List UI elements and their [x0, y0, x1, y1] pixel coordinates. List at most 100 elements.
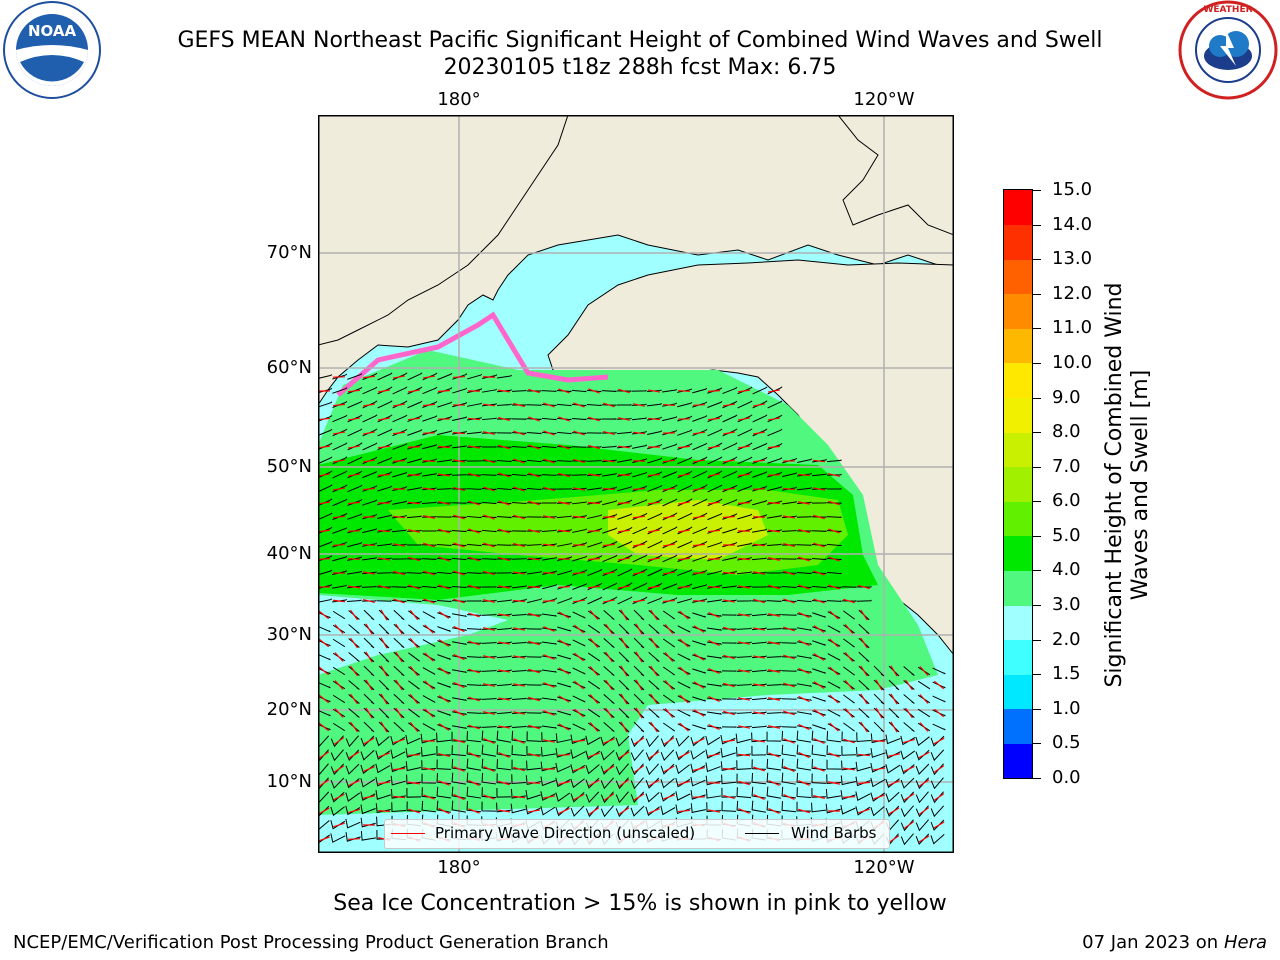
wind-barb: [481, 697, 497, 700]
wind-barb: [392, 514, 407, 519]
wind-barb: [407, 414, 423, 423]
wind-barb: [736, 725, 752, 728]
colorbar-tick-label: 6.0: [1052, 490, 1081, 512]
wind-barb: [796, 501, 812, 505]
wave-direction-arrow: [798, 556, 810, 562]
wind-barb: [466, 614, 482, 616]
wind-barb: [900, 791, 915, 804]
wind-barb: [721, 670, 737, 672]
wind-barb: [751, 586, 767, 588]
wind-barb: [630, 805, 645, 817]
wind-barb: [873, 721, 885, 733]
wind-barb: [811, 787, 827, 798]
wind-barb: [362, 414, 378, 423]
wave-direction-arrow: [738, 669, 750, 673]
wind-barb: [647, 526, 663, 535]
wind-barb: [630, 777, 644, 790]
wave-direction-arrow: [603, 738, 615, 744]
wave-direction-arrow: [422, 403, 436, 407]
wind-barb: [675, 735, 690, 747]
wind-barb: [541, 445, 557, 449]
wind-barb: [751, 786, 766, 799]
wind-barb: [332, 470, 348, 479]
wave-direction-arrow: [452, 459, 466, 463]
colorbar-tick-label: 2.0: [1052, 628, 1081, 650]
wave-direction-arrow: [752, 431, 766, 435]
wind-barb: [466, 628, 482, 630]
wind-barb: [406, 515, 422, 519]
wind-barb: [766, 669, 782, 672]
wind-barb: [587, 708, 601, 718]
wind-barb: [496, 787, 512, 798]
wind-barb: [422, 709, 436, 717]
wind-barb: [363, 665, 375, 677]
wind-barb: [332, 442, 348, 451]
wind-barb: [317, 498, 333, 507]
wind-barb: [422, 429, 438, 436]
wind-barb: [332, 373, 348, 380]
wave-direction-arrow: [392, 515, 406, 519]
wind-barb: [826, 488, 842, 490]
wind-barb: [707, 598, 722, 603]
wave-direction-arrow: [317, 529, 331, 533]
colorbar-tick: [1033, 778, 1041, 779]
wave-direction-arrow: [557, 529, 571, 533]
wave-direction-arrow: [648, 808, 660, 814]
wave-direction-arrow: [677, 809, 691, 813]
svg-text:NOAA: NOAA: [28, 22, 77, 40]
lat-label-60n: 60°N: [266, 357, 312, 378]
wind-barb: [885, 734, 901, 745]
colorbar-tick-label: 5.0: [1052, 524, 1081, 546]
wind-barb: [451, 473, 467, 476]
wind-barb: [660, 735, 674, 748]
wind-barb: [526, 698, 542, 700]
wind-barb: [330, 749, 344, 762]
wave-direction-arrow: [620, 665, 628, 677]
wind-barb: [903, 722, 915, 732]
wind-barb: [690, 750, 706, 760]
wind-barb: [930, 763, 944, 776]
wind-barb: [781, 628, 797, 630]
wind-barb: [452, 627, 468, 632]
wind-barb: [903, 708, 915, 718]
wind-barb: [631, 403, 647, 406]
wind-barb: [722, 442, 738, 451]
wave-direction-arrow: [918, 807, 930, 815]
wave-direction-arrow: [783, 794, 795, 800]
wind-barb: [600, 749, 615, 761]
wave-direction-arrow: [647, 389, 661, 393]
wind-barb: [451, 459, 467, 463]
wind-barb: [422, 372, 438, 381]
wind-barb: [452, 655, 468, 660]
wave-direction-arrow: [903, 793, 915, 801]
wind-barb: [766, 772, 781, 785]
wind-barb: [317, 598, 333, 603]
wind-barb: [797, 683, 813, 687]
wind-barb: [377, 471, 393, 478]
colorbar-tick: [1033, 501, 1041, 503]
wind-barb: [526, 445, 542, 449]
wind-barb: [572, 541, 588, 548]
wind-barb: [391, 586, 407, 588]
wave-direction-arrow: [844, 707, 854, 719]
wave-direction-arrow: [574, 708, 584, 718]
wind-barb: [870, 792, 885, 802]
wind-barb: [796, 515, 812, 518]
wave-direction-arrow: [512, 599, 526, 603]
wind-barb: [481, 758, 496, 771]
wind-barb: [858, 707, 870, 719]
wave-direction-arrow: [512, 571, 526, 575]
wind-barb: [721, 801, 737, 812]
wind-barb: [586, 486, 602, 491]
wind-barb: [406, 599, 422, 603]
wave-direction-arrow: [498, 752, 510, 758]
wind-barb: [811, 544, 827, 547]
wind-barb: [736, 599, 752, 602]
wind-barb: [751, 613, 767, 617]
wind-barb: [393, 623, 405, 635]
wave-direction-arrow: [513, 542, 525, 548]
wind-barb: [570, 734, 586, 745]
wind-barb: [407, 400, 423, 409]
wave-direction-arrow: [632, 599, 646, 603]
wind-barb: [631, 417, 647, 421]
